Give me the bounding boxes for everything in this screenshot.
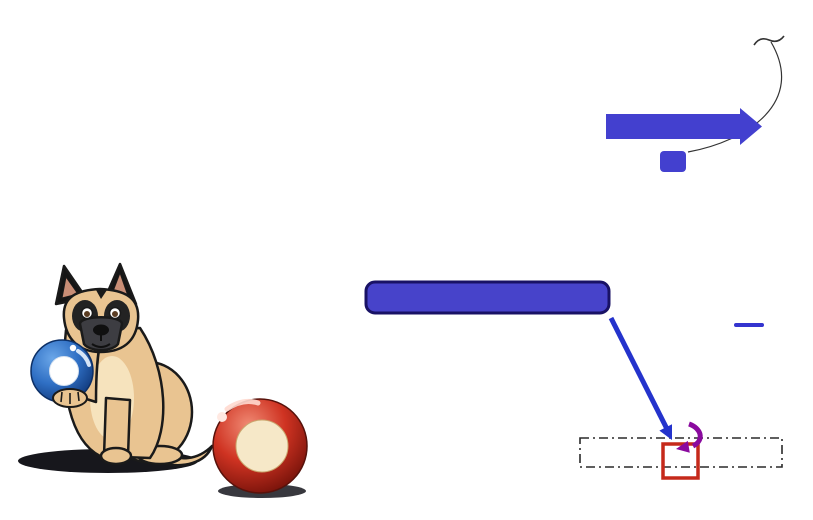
ball-2-number-circle [49, 356, 79, 386]
projection-curve [687, 41, 783, 153]
projection-top-cap [753, 35, 785, 46]
ball-60-number-circle [235, 419, 289, 473]
purple-arrow-head [676, 440, 690, 453]
annotations-layer [364, 35, 785, 480]
ball-60 [212, 398, 308, 498]
dog-paw-toes [60, 391, 80, 404]
bottom-arrow-head [659, 424, 672, 440]
marker-2-box [660, 151, 686, 172]
dog-forehead-mark [96, 290, 107, 299]
ball-2-highlight [76, 349, 91, 367]
ball-2-highlight-dot [69, 344, 77, 352]
red-highlight-box [661, 442, 700, 480]
dog-ear-left-inner [61, 276, 79, 299]
dog-nose [93, 324, 109, 336]
buy-point-banner [606, 108, 762, 145]
dashdot-highlight-box [579, 437, 783, 468]
dog-front-paw [99, 446, 133, 466]
marker-notch [665, 139, 674, 153]
ball-2 [30, 339, 94, 408]
decorative-art [18, 262, 308, 498]
ball-60-highlight-dot [217, 412, 227, 422]
purple-arrow-curve [688, 421, 703, 449]
dog-eye-left-iris [84, 311, 90, 317]
dog-mouth [91, 335, 111, 348]
dog-eye-right-iris [112, 311, 118, 317]
ball-60-highlight [224, 399, 261, 412]
bottom-callout-box [364, 280, 611, 315]
bottom-arrow-shaft [608, 316, 670, 431]
